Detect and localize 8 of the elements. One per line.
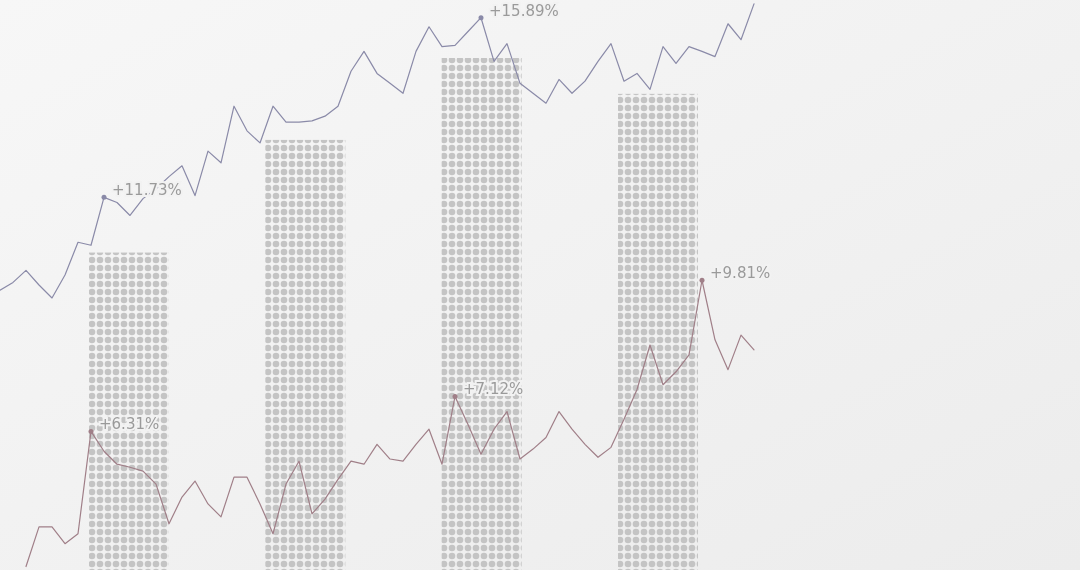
bar: [618, 93, 698, 570]
data-label: +6.31%: [99, 415, 160, 434]
data-label: +15.89%: [489, 1, 559, 20]
bar: [441, 58, 522, 570]
bar: [265, 139, 346, 570]
bar: [89, 252, 169, 570]
data-label: +7.12%: [463, 380, 524, 399]
data-label: +9.81%: [710, 264, 771, 283]
